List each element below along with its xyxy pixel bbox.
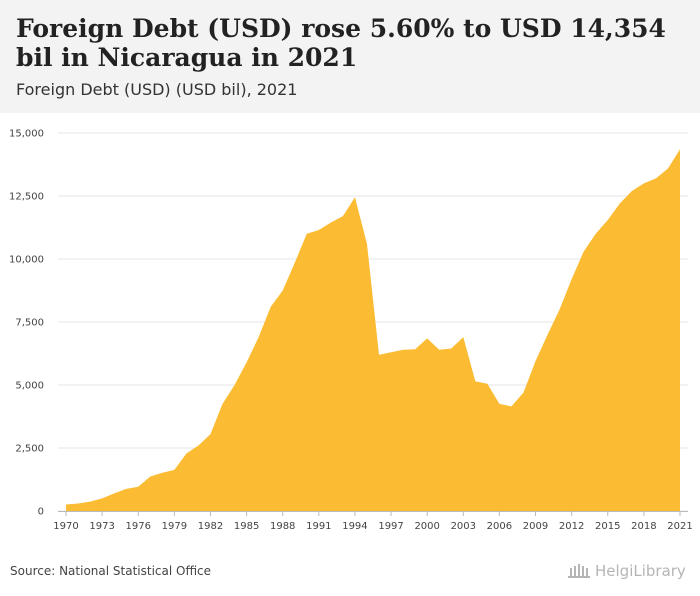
x-tick-label: 2018 [631,521,656,532]
x-tick-label: 1997 [378,521,403,532]
x-tick-label: 1976 [126,521,151,532]
x-tick-label: 1973 [89,521,114,532]
data-point [522,391,525,394]
x-tick-label: 1988 [270,521,295,532]
data-point [185,452,188,455]
data-point [438,348,441,351]
x-tick-label: 2003 [451,521,476,532]
data-point [329,221,332,224]
area-chart: 1970 1973 1976 1979 1982 1985 1988 1991 1994 1997… [9,129,693,533]
data-point [353,196,356,199]
data-point [245,361,248,364]
y-tick-label: 2,500 [15,444,44,455]
x-tick-label: 2000 [414,521,439,532]
data-point [257,336,260,339]
data-point [546,333,549,336]
x-tick-label: 2012 [559,521,584,532]
data-point [390,351,393,354]
data-point [137,485,140,488]
area-layer [65,148,682,511]
data-point [594,232,597,235]
data-point [558,308,561,311]
helgi-library-logo: HelgiLibrary [567,562,686,580]
source-note: Source: National Statistical Office [10,564,212,578]
data-point [654,177,657,180]
data-point [414,348,417,351]
data-point [666,167,669,170]
x-axis: 1970 1973 1976 1979 1982 1985 1988 1991 1994 1997… [53,511,693,532]
data-point [233,384,236,387]
y-axis: 0 2,500 5,000 7,500 10,000 12,500 15,000 [9,129,44,518]
data-point [486,382,489,385]
x-tick-label: 1991 [306,521,331,532]
data-point [642,182,645,185]
chart-title: Foreign Debt (USD) rose 5.60% to USD 14,… [16,14,666,72]
data-point [341,215,344,218]
data-point [510,405,513,408]
y-tick-label: 12,500 [9,192,44,203]
x-tick-label: 1982 [198,521,223,532]
data-point [630,189,633,192]
data-point [89,500,92,503]
y-tick-label: 7,500 [15,318,44,329]
data-point [197,444,200,447]
header-band: Foreign Debt (USD) rose 5.60% to USD 14,… [0,0,700,113]
data-point [149,475,152,478]
x-tick-label: 1970 [53,521,78,532]
data-point [534,360,537,363]
data-point [570,278,573,281]
data-point [582,250,585,253]
data-point [462,336,465,339]
library-building-icon [568,564,590,578]
data-point [305,232,308,235]
data-point [269,305,272,308]
data-point [281,289,284,292]
data-point [221,402,224,405]
data-point [209,433,212,436]
logo-text: HelgiLibrary [595,562,686,580]
data-point [498,402,501,405]
x-tick-label: 1985 [234,521,259,532]
data-point [125,487,128,490]
data-point [679,148,682,151]
x-tick-label: 1994 [342,521,367,532]
data-point [173,468,176,471]
x-tick-label: 2006 [487,521,512,532]
x-tick-label: 2021 [667,521,692,532]
data-point [65,503,68,506]
y-tick-label: 10,000 [9,255,44,266]
data-point [426,337,429,340]
x-tick-label: 2015 [595,521,620,532]
data-point [618,202,621,205]
x-tick-label: 1979 [162,521,187,532]
data-point [450,347,453,350]
data-point [113,492,116,495]
data-point [293,261,296,264]
x-tick-label: 2009 [523,521,548,532]
data-point [474,380,477,383]
area-series [66,149,680,511]
data-point [365,242,368,245]
data-point [378,353,381,356]
data-point [77,502,80,505]
y-tick-label: 5,000 [15,381,44,392]
y-tick-label: 15,000 [9,129,44,140]
data-point [317,229,320,232]
data-point [402,348,405,351]
y-tick-label: 0 [38,507,44,518]
data-point [101,497,104,500]
data-point [161,471,164,474]
chart-subtitle: Foreign Debt (USD) (USD bil), 2021 [16,80,298,99]
data-point [606,218,609,221]
